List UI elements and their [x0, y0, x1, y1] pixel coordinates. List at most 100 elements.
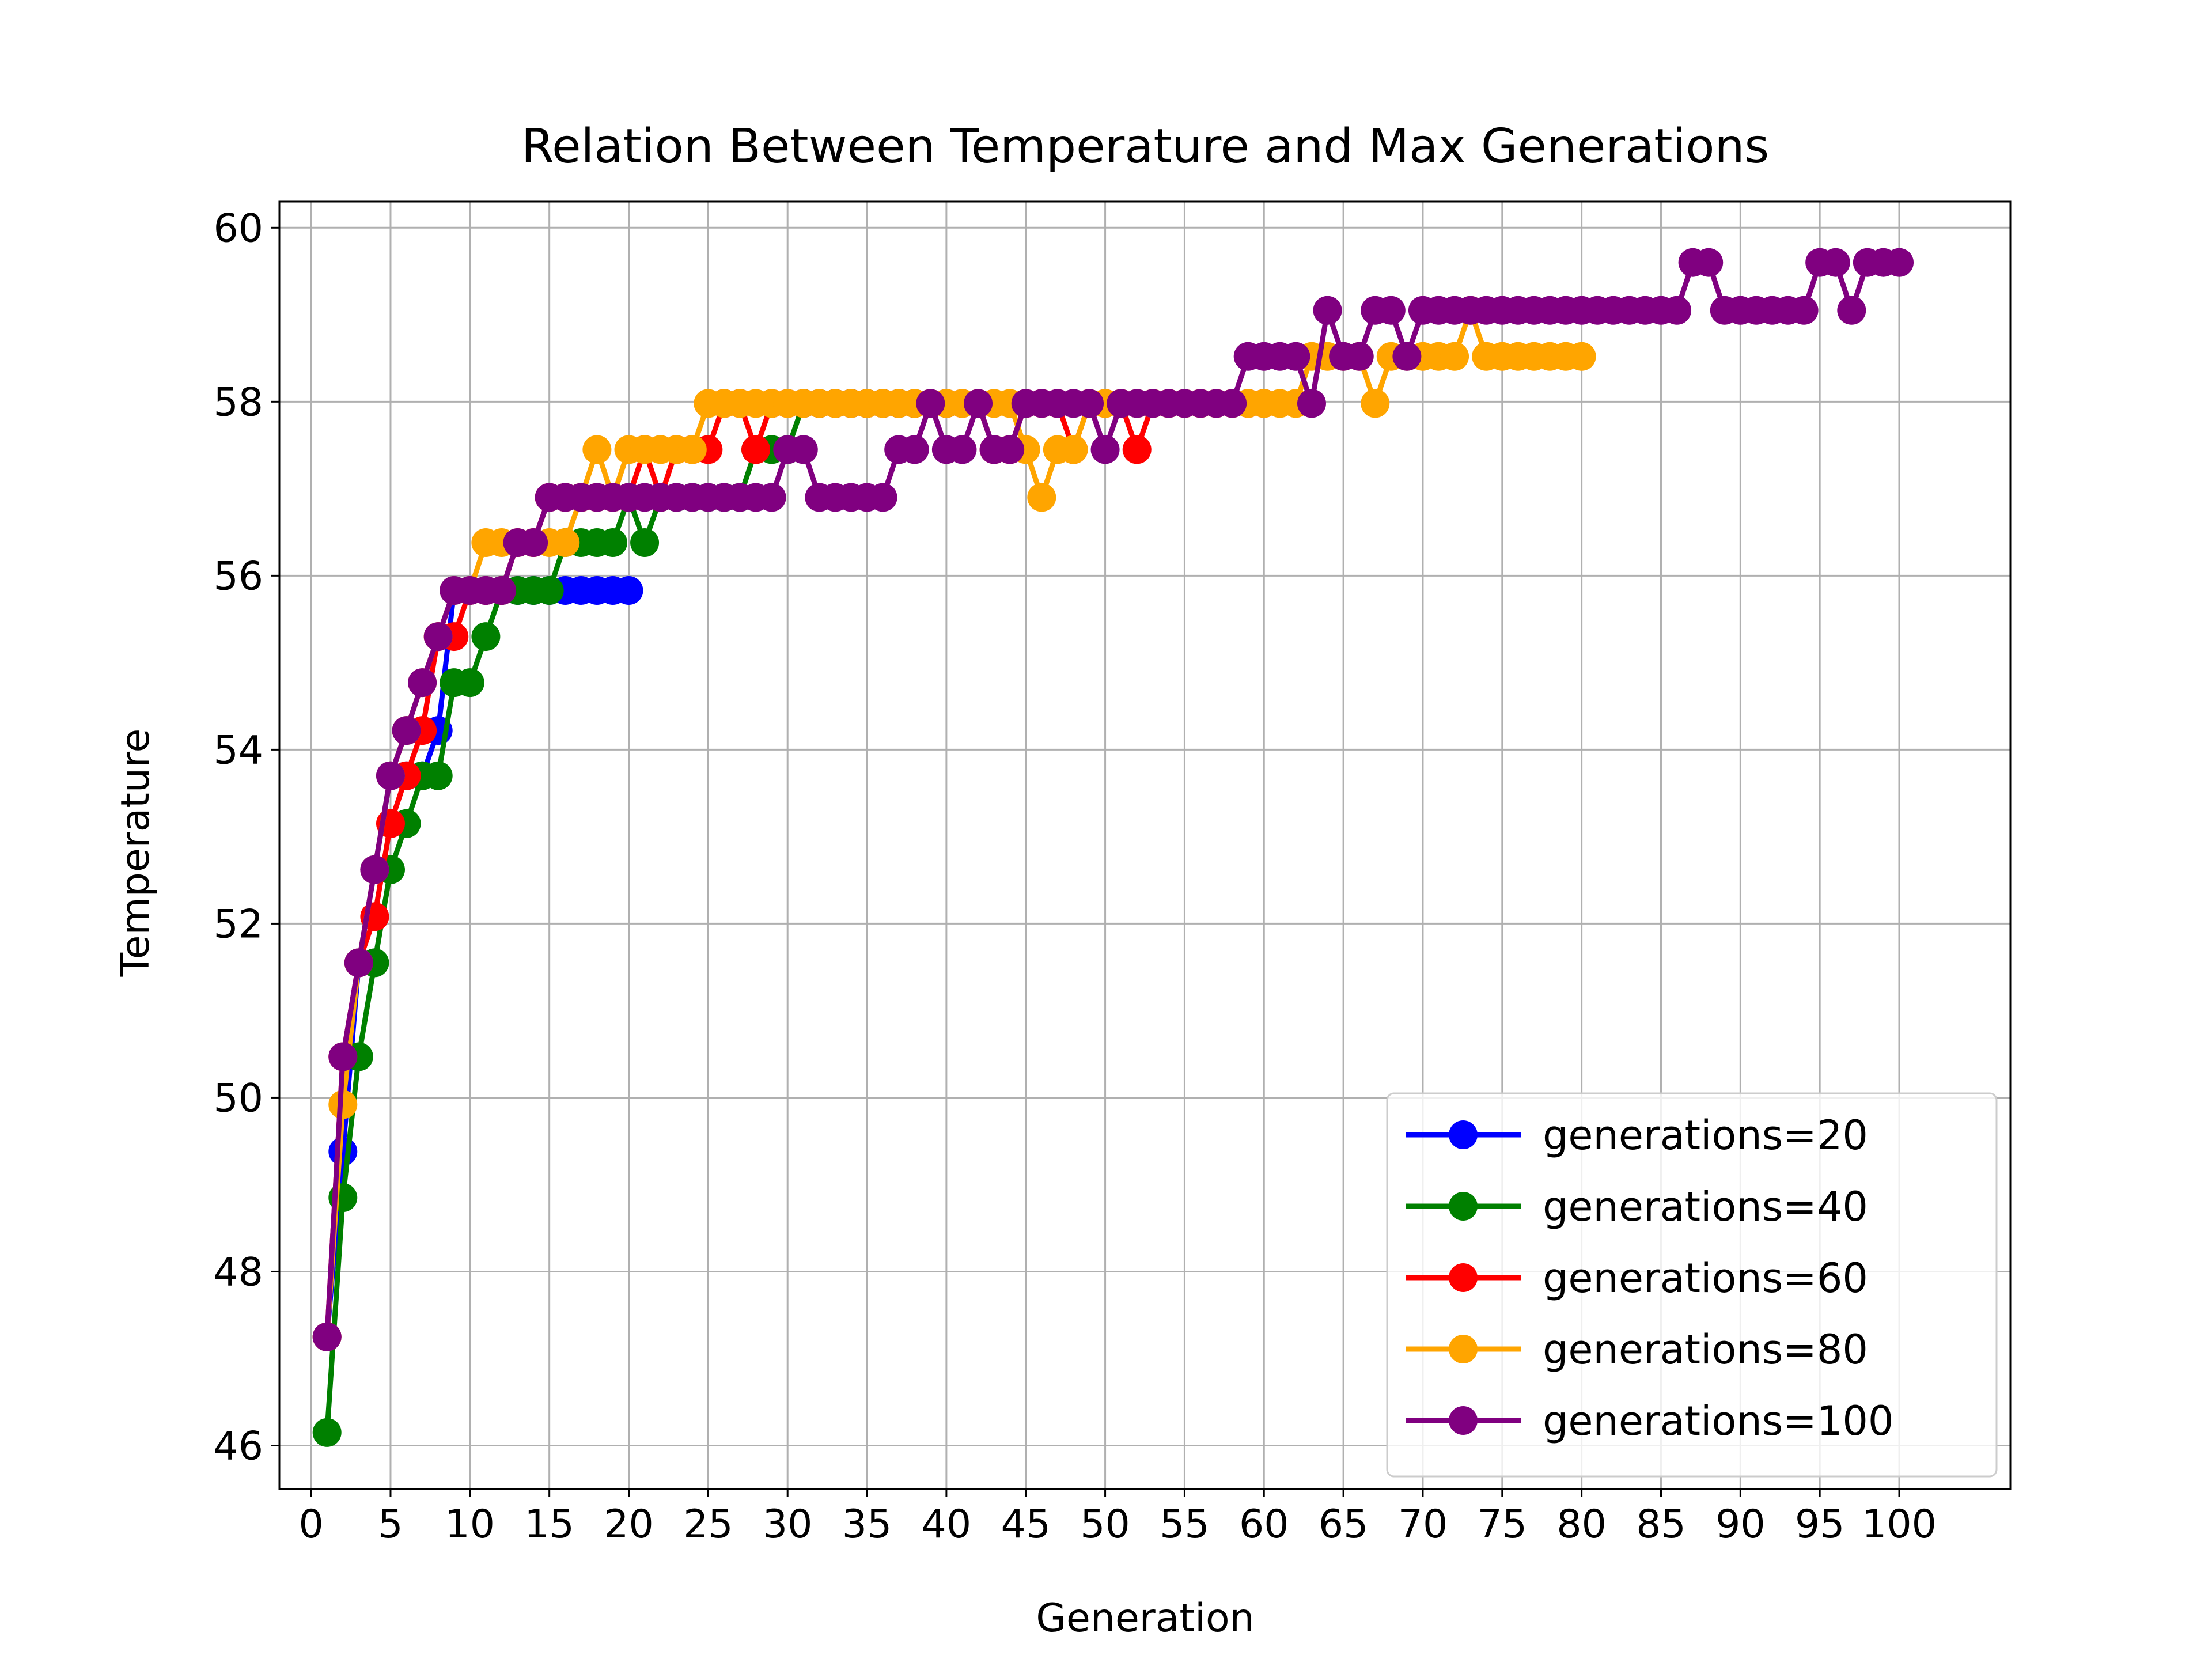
y-tick-label: 58 [213, 380, 263, 425]
series-5 [312, 248, 1914, 1351]
x-tick-label: 20 [604, 1502, 654, 1547]
y-tick-label: 52 [213, 902, 263, 947]
data-point [1694, 248, 1724, 277]
x-tick-label: 95 [1795, 1502, 1845, 1547]
data-point [677, 435, 707, 464]
data-point [1090, 435, 1120, 464]
data-point [741, 435, 771, 464]
data-point [1837, 296, 1866, 325]
data-point [1218, 389, 1247, 418]
data-point [328, 1042, 358, 1071]
y-tick-label: 60 [213, 206, 263, 251]
legend-item: generations=20 [1406, 1112, 1868, 1159]
data-point [948, 435, 977, 464]
data-point [614, 576, 643, 605]
legend-item: generations=80 [1406, 1326, 1868, 1373]
data-point [1344, 342, 1374, 371]
y-tick-label: 50 [213, 1075, 263, 1121]
data-point [1059, 435, 1088, 464]
y-tick-label: 48 [213, 1249, 263, 1295]
legend-item: generations=100 [1406, 1397, 1893, 1445]
x-tick-label: 70 [1398, 1502, 1448, 1547]
data-point [1376, 296, 1406, 325]
y-axis-ticks: 46 48 50 52 54 56 58 60 [213, 206, 279, 1469]
x-tick-label: 50 [1080, 1502, 1130, 1547]
x-tick-label: 80 [1556, 1502, 1607, 1547]
data-point [582, 435, 612, 464]
data-point [1662, 296, 1692, 325]
data-point [1122, 435, 1152, 464]
data-point [995, 435, 1025, 464]
data-point [757, 483, 786, 512]
x-tick-label: 65 [1319, 1502, 1369, 1547]
data-point [1440, 342, 1469, 371]
series-layer [312, 248, 1914, 1447]
legend-box [1386, 1092, 1998, 1478]
legend-marker [1449, 1335, 1478, 1363]
x-tick-label: 60 [1239, 1502, 1289, 1547]
plot-frame [278, 200, 2012, 1490]
y-axis-label: Temperature [113, 729, 158, 978]
data-point [1297, 389, 1326, 418]
data-point [598, 528, 627, 557]
data-point [1885, 248, 1914, 277]
x-tick-label: 40 [922, 1502, 972, 1547]
data-point [360, 855, 389, 884]
x-tick-label: 90 [1715, 1502, 1766, 1547]
legend-marker [1449, 1120, 1478, 1149]
legend-label: generations=60 [1543, 1255, 1868, 1302]
x-tick-label: 45 [1001, 1502, 1051, 1547]
y-tick-label: 54 [213, 728, 263, 773]
data-point [455, 668, 484, 698]
x-tick-label: 10 [445, 1502, 495, 1547]
chart-title: Relation Between Temperature and Max Gen… [521, 119, 1769, 174]
data-point [1392, 342, 1422, 371]
x-tick-label: 5 [378, 1502, 403, 1547]
x-tick-label: 85 [1636, 1502, 1686, 1547]
data-point [551, 528, 580, 557]
data-point [423, 761, 453, 790]
data-point [328, 1090, 358, 1119]
data-point [1789, 296, 1819, 325]
legend-label: generations=100 [1543, 1397, 1893, 1445]
data-point [376, 761, 405, 790]
x-tick-label: 100 [1862, 1502, 1937, 1547]
data-point [964, 389, 993, 418]
x-tick-label: 30 [763, 1502, 813, 1547]
legend: generations=20 generations=40 generations=… [1386, 1092, 1998, 1478]
legend-item: generations=40 [1406, 1183, 1868, 1230]
data-point [630, 528, 660, 557]
x-axis-label: Generation [1036, 1596, 1254, 1641]
data-point [519, 528, 548, 557]
data-point [312, 1322, 342, 1351]
x-tick-label: 25 [683, 1502, 733, 1547]
x-tick-label: 15 [524, 1502, 574, 1547]
data-point [1075, 389, 1104, 418]
legend-label: generations=20 [1543, 1112, 1868, 1159]
data-point [344, 948, 373, 978]
x-tick-label: 35 [842, 1502, 892, 1547]
x-tick-label: 0 [299, 1502, 324, 1547]
legend-marker [1449, 1263, 1478, 1292]
data-point [423, 622, 453, 652]
data-point [1361, 389, 1390, 418]
data-point [1027, 483, 1056, 512]
data-point [916, 389, 945, 418]
y-tick-label: 46 [213, 1423, 263, 1469]
data-point [1281, 342, 1310, 371]
data-point [312, 1418, 342, 1447]
legend-marker [1449, 1192, 1478, 1221]
data-point [900, 435, 929, 464]
x-tick-label: 55 [1160, 1502, 1210, 1547]
legend-item: generations=60 [1406, 1255, 1868, 1302]
legend-label: generations=80 [1543, 1326, 1868, 1373]
data-point [789, 435, 818, 464]
data-point [868, 483, 897, 512]
data-point [471, 622, 501, 652]
data-point [535, 576, 564, 605]
legend-label: generations=40 [1543, 1183, 1868, 1230]
x-tick-label: 75 [1478, 1502, 1528, 1547]
data-point [487, 576, 516, 605]
data-point [392, 716, 421, 745]
